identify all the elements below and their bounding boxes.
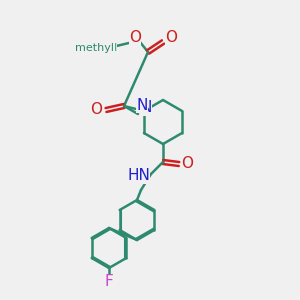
- Text: methyl: methyl: [76, 43, 115, 53]
- Text: N: N: [140, 100, 152, 116]
- Text: O: O: [129, 31, 141, 46]
- Text: N: N: [136, 98, 148, 112]
- Text: O: O: [181, 157, 193, 172]
- Text: O: O: [90, 103, 102, 118]
- Text: HN: HN: [128, 169, 150, 184]
- Text: methyl: methyl: [83, 43, 117, 53]
- Text: F: F: [105, 274, 113, 290]
- Text: O: O: [165, 31, 177, 46]
